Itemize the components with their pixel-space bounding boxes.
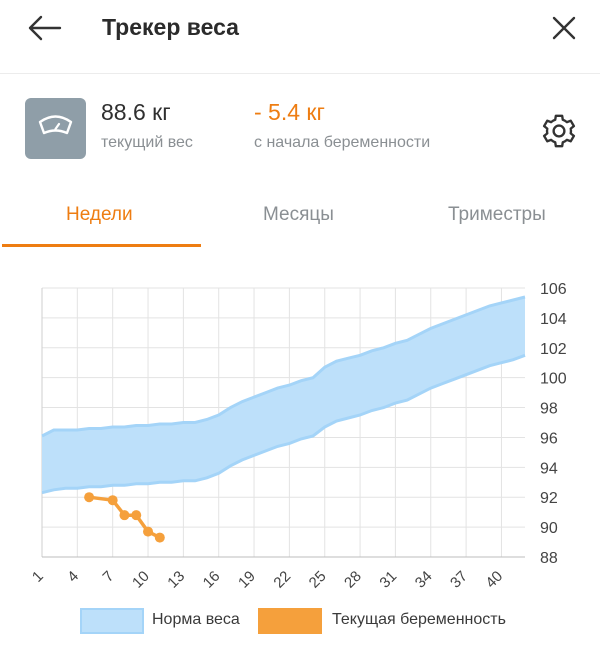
x-tick-label: 7 [100, 568, 118, 586]
weight-chart: 106 104 102 100 98 96 94 92 90 88 1 4 7 10 13 16 19 22 25 2… [29, 281, 567, 590]
y-tick-label: 96 [540, 430, 558, 447]
current-weight-point [119, 510, 130, 521]
x-tick-label: 37 [447, 568, 471, 590]
legend-label-current: Текущая беременность [332, 611, 506, 628]
close-icon [552, 16, 576, 40]
x-tick-label: 40 [482, 568, 506, 590]
weight-summary: 88.6 кг текущий вес - 5.4 кг с начала бе… [0, 90, 600, 180]
tab-trimesters[interactable]: Триместры [448, 204, 546, 225]
period-tabs: Недели Месяцы Триместры [0, 192, 600, 248]
x-tick-label: 4 [64, 568, 82, 586]
settings-button[interactable] [540, 112, 578, 150]
current-weight-point [131, 510, 142, 521]
tab-months[interactable]: Месяцы [263, 204, 334, 225]
y-tick-label: 100 [540, 371, 567, 388]
weight-change-value: - 5.4 кг [254, 99, 325, 125]
chart-legend: Норма веса Текущая беременность [0, 604, 600, 638]
norm-band-lower-line [41, 353, 526, 495]
x-tick-label: 19 [235, 568, 259, 590]
y-tick-label: 92 [540, 490, 558, 507]
scale-icon [25, 98, 86, 159]
current-weight-point [84, 492, 95, 503]
norm-band-upper-line [41, 295, 526, 438]
current-weight-point [107, 495, 118, 506]
x-tick-label: 28 [341, 568, 365, 590]
norm-band-area [42, 297, 525, 493]
x-tick-label: 22 [270, 568, 294, 590]
x-tick-label: 25 [306, 568, 330, 590]
x-tick-label: 13 [164, 568, 188, 590]
y-tick-label: 106 [540, 281, 567, 298]
y-tick-label: 102 [540, 341, 567, 358]
legend-label-norm: Норма веса [152, 611, 240, 628]
page-title: Трекер веса [102, 14, 239, 40]
current-weight-point [143, 526, 154, 537]
weight-change-label: с начала беременности [254, 134, 431, 151]
legend-swatch-current [258, 608, 322, 634]
tab-weeks[interactable]: Недели [66, 204, 133, 225]
gear-icon [542, 114, 576, 148]
current-weight-point [154, 532, 165, 543]
y-tick-label: 90 [540, 520, 558, 537]
arrow-left-icon [28, 15, 62, 41]
y-tick-label: 88 [540, 550, 558, 567]
current-weight-label: текущий вес [101, 134, 193, 151]
x-tick-label: 1 [29, 568, 47, 586]
x-tick-label: 16 [200, 568, 224, 590]
x-tick-label: 10 [129, 568, 153, 590]
back-button[interactable] [22, 10, 66, 46]
close-button[interactable] [546, 10, 582, 46]
y-tick-label: 104 [540, 311, 567, 328]
x-tick-label: 31 [376, 568, 400, 590]
top-bar: Трекер веса [0, 0, 600, 74]
active-tab-indicator [2, 244, 201, 247]
x-tick-label: 34 [412, 568, 436, 590]
y-tick-label: 98 [540, 401, 558, 418]
y-tick-label: 94 [540, 460, 558, 477]
current-weight-value: 88.6 кг [101, 99, 171, 125]
legend-swatch-norm [80, 608, 144, 634]
